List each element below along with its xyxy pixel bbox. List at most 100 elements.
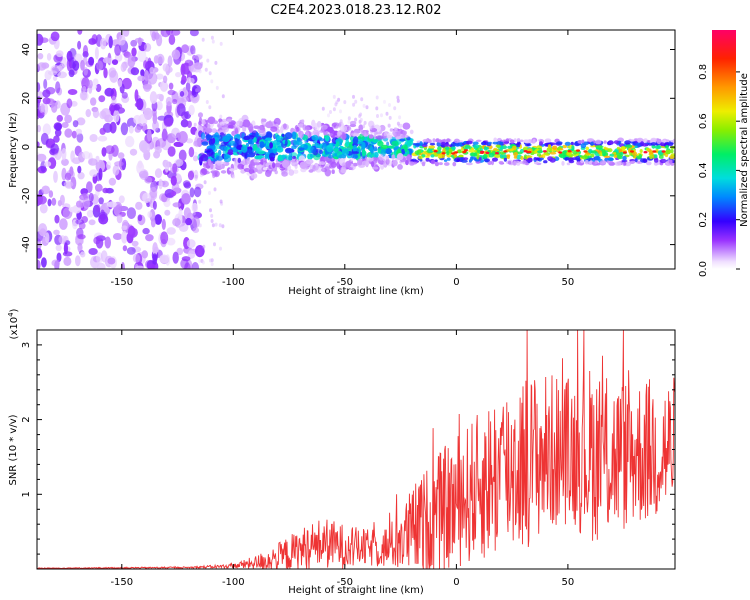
spectrogram-cell bbox=[94, 183, 103, 192]
spectrogram-cell bbox=[156, 34, 163, 47]
spectrogram-cell bbox=[437, 154, 443, 159]
spectrogram-cell bbox=[630, 150, 634, 153]
spectrogram-cell bbox=[147, 72, 158, 85]
spectrogram-cell bbox=[374, 151, 379, 158]
spectrogram-cell bbox=[64, 114, 72, 124]
spectrogram-cell bbox=[357, 158, 363, 166]
spectrogram-cell bbox=[637, 161, 641, 164]
spectrogram-cell bbox=[650, 142, 657, 146]
spectrogram-cell bbox=[209, 258, 212, 263]
spectrogram-cell bbox=[66, 58, 72, 72]
spectrogram-cell bbox=[156, 101, 163, 111]
spectrogram-cell bbox=[43, 78, 48, 90]
spectrogram-heatmap bbox=[37, 30, 675, 269]
spectrogram-cell bbox=[96, 60, 104, 71]
spectrogram-cell bbox=[648, 150, 654, 155]
spectrogram-cell bbox=[385, 111, 389, 116]
spectrogram-cell bbox=[231, 174, 236, 179]
spectrogram-cell bbox=[373, 148, 378, 152]
spectrogram-cell bbox=[45, 87, 56, 95]
spectrogram-cell bbox=[625, 144, 633, 149]
spectrogram-cell bbox=[544, 138, 552, 143]
spectrogram-cell bbox=[243, 135, 250, 141]
spectrogram-cell bbox=[144, 70, 149, 82]
spectrogram-cell bbox=[308, 169, 314, 173]
spectrogram-cell bbox=[37, 153, 47, 162]
spectrogram-cell bbox=[39, 37, 49, 43]
spectrogram-cell bbox=[41, 185, 50, 195]
spectrogram-cell bbox=[211, 128, 217, 134]
spectrogram-cell bbox=[503, 157, 507, 162]
spectrogram-cell bbox=[92, 78, 99, 86]
spectrogram-cell bbox=[53, 135, 60, 143]
spectrogram-cell bbox=[440, 141, 446, 146]
spectrogram-cell bbox=[265, 131, 273, 140]
spectrogram-cell bbox=[61, 147, 67, 161]
spectrogram-cell bbox=[500, 145, 508, 149]
spectrogram-cell bbox=[72, 120, 79, 128]
spectrogram-cell bbox=[218, 223, 222, 228]
spectrogram-cell bbox=[191, 202, 198, 213]
spectrogram-cell bbox=[200, 61, 204, 66]
spectrogram-cell bbox=[186, 239, 196, 249]
spectrogram-cell bbox=[389, 128, 394, 132]
spectrogram-cell bbox=[658, 155, 664, 159]
spectrogram-cell bbox=[281, 154, 287, 159]
spectrogram-cell bbox=[468, 149, 475, 153]
spectrogram-cell bbox=[594, 160, 598, 165]
spectrogram-cell bbox=[264, 137, 273, 141]
spectrogram-cell bbox=[596, 145, 604, 149]
spectrogram-cell bbox=[132, 253, 141, 263]
spectrogram-cell bbox=[288, 169, 295, 176]
spectrogram-cell bbox=[227, 149, 234, 154]
spectrogram-cell bbox=[283, 123, 287, 130]
spectrogram-cell bbox=[210, 219, 214, 223]
spectrogram-cell bbox=[88, 192, 94, 202]
spectrogram-cell bbox=[69, 166, 74, 177]
spectrogram-cell bbox=[480, 150, 485, 153]
spectrogram-cell bbox=[429, 142, 436, 146]
spectrogram-cell bbox=[385, 148, 392, 155]
spectrogram-cell bbox=[185, 217, 193, 226]
spectrogram-cell bbox=[472, 144, 480, 149]
spectrogram-cell bbox=[341, 148, 349, 156]
spectrogram-cell bbox=[568, 159, 575, 164]
spectrogram-cell bbox=[100, 37, 107, 50]
spectrogram-cell bbox=[401, 148, 406, 155]
spectrogram-cell bbox=[501, 154, 507, 159]
spectrogram-cell bbox=[564, 157, 570, 160]
spectrogram-cell bbox=[323, 143, 327, 150]
spectrogram-cell bbox=[474, 149, 478, 153]
spectrogram-cell bbox=[616, 146, 621, 150]
spectrogram-cell bbox=[111, 95, 117, 106]
spectrogram-cell bbox=[63, 181, 74, 188]
spectrogram-cell bbox=[359, 129, 363, 134]
spectrogram-cell bbox=[172, 202, 182, 208]
spectrogram-cell bbox=[547, 144, 552, 149]
spectrogram-cell bbox=[72, 60, 80, 71]
spectrogram-cell bbox=[273, 117, 281, 126]
spectrogram-cell bbox=[88, 219, 96, 226]
spectrogram-cell bbox=[396, 153, 404, 161]
spectrogram-cell bbox=[301, 119, 305, 124]
spectrogram-cell bbox=[64, 128, 73, 138]
spectrogram-cell bbox=[351, 151, 359, 155]
spectrogram-cell bbox=[327, 113, 330, 118]
spectrogram-cell bbox=[275, 123, 279, 127]
spectrogram-cell bbox=[425, 157, 430, 162]
spectrogram-cell bbox=[182, 180, 191, 188]
spectrogram-cell bbox=[363, 120, 367, 125]
spectrogram-cell bbox=[310, 146, 317, 154]
spectrogram-cell bbox=[77, 40, 82, 50]
spectrogram-cell bbox=[206, 148, 214, 156]
spectrogram-cell bbox=[599, 160, 607, 165]
spectrogram-cell bbox=[234, 137, 238, 144]
spectrogram-cell bbox=[590, 150, 597, 154]
spectrogram-cell bbox=[192, 211, 196, 216]
spectrogram-cell bbox=[493, 137, 498, 143]
spectrogram-cell bbox=[285, 155, 293, 161]
spectrogram-cell bbox=[63, 256, 72, 266]
spectrogram-cell bbox=[77, 30, 83, 35]
spectrogram-cell bbox=[434, 159, 438, 163]
spectrogram-cell bbox=[401, 134, 409, 138]
